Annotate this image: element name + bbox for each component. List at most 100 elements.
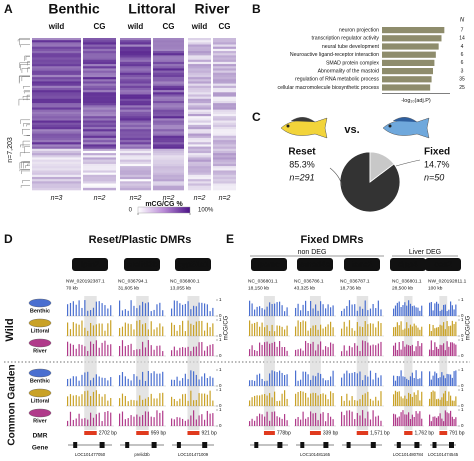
heatmap-row (83, 79, 116, 82)
heatmap-row (83, 124, 116, 128)
heatmap-row (83, 85, 116, 89)
heatmap-row (188, 122, 211, 126)
track-bar (348, 373, 351, 386)
track-bar (256, 321, 258, 336)
track-bar (372, 323, 374, 336)
scaffold-label: NC_036801.1 (392, 278, 422, 284)
track-bar (182, 378, 184, 386)
heatmap-row (153, 111, 184, 115)
track-bar (95, 414, 97, 426)
track-bar (419, 378, 421, 386)
track-bar (264, 394, 266, 406)
track-bar (417, 390, 419, 406)
exon (99, 442, 105, 448)
track-bar (150, 321, 152, 336)
track-bar (269, 343, 271, 356)
track-bar (179, 325, 181, 336)
heatmap-row (213, 159, 236, 163)
track-bar (406, 378, 408, 386)
heatmap-row (153, 94, 184, 97)
heatmap-row (120, 74, 151, 78)
track-bar (343, 345, 345, 356)
track-bar (144, 323, 147, 336)
track-bar (279, 417, 281, 426)
heatmap-row (213, 166, 236, 169)
vs-label: vs. (344, 124, 359, 136)
ecotype-label: Littoral (31, 398, 50, 404)
track-bar (92, 307, 95, 316)
column-label: wild (127, 22, 144, 31)
track-bar (144, 398, 147, 406)
track-bar (95, 340, 97, 356)
heatmap-row (188, 74, 211, 78)
row-label: Gene (32, 445, 49, 452)
track-bar (212, 377, 214, 386)
heatmap-row (120, 187, 151, 191)
track-bar (359, 371, 361, 386)
heatmap-row (83, 57, 116, 61)
heatmap-row (188, 90, 211, 93)
dmr-highlight (439, 296, 448, 430)
track-bar (315, 350, 317, 356)
track-bar (455, 304, 457, 316)
gene-label: LOC101480784 (393, 452, 424, 457)
track-bar (307, 330, 309, 336)
heatmap-row (213, 38, 236, 41)
heatmap-row (213, 42, 236, 45)
heatmap-row (120, 105, 151, 108)
track-bar (78, 413, 80, 426)
heatmap-row (83, 64, 116, 67)
track-bar (437, 327, 439, 336)
track-bar (69, 329, 72, 336)
gene-name: lpin2 (81, 260, 100, 269)
gene-box (425, 258, 461, 271)
dmr-bar (309, 431, 321, 435)
track-bar (302, 391, 304, 406)
position-label: 70 kb (66, 285, 78, 291)
track-bar (98, 393, 100, 406)
heatmap-row (32, 59, 81, 63)
track-bar (127, 418, 129, 426)
heatmap-row (188, 61, 211, 65)
track-bar (259, 373, 261, 386)
heatmap-row (188, 103, 211, 106)
track-bar (261, 378, 263, 386)
track-bar (269, 302, 271, 316)
track-bar (261, 308, 263, 316)
track-bar (307, 397, 309, 406)
heatmap-row (188, 81, 211, 84)
track-bar (451, 416, 453, 426)
track-bar (261, 414, 263, 426)
track-bar (90, 396, 92, 406)
heatmap-row (213, 72, 236, 76)
y-tick-label: 0 (219, 333, 222, 338)
heatmap-row (153, 131, 184, 134)
track-bar (444, 390, 446, 406)
track-bar (327, 412, 329, 426)
heatmap-row (83, 103, 116, 106)
track-bar (182, 347, 184, 356)
track-bar (450, 325, 452, 336)
track-bar (184, 373, 186, 386)
gene-name: smad4a (300, 260, 330, 269)
heatmap-row (153, 116, 184, 119)
panel-letter: A (4, 2, 13, 16)
track-bar (448, 346, 450, 356)
track-bar (119, 300, 121, 316)
gene-name: pomc (258, 260, 280, 269)
track-bar (317, 344, 319, 356)
track-bar (320, 341, 322, 356)
track-bar (136, 400, 138, 406)
track-bar (195, 321, 197, 336)
track-bar (375, 396, 377, 406)
track-bar (310, 393, 312, 406)
track-bar (421, 305, 423, 316)
heatmap-row (153, 122, 184, 126)
track-bar (193, 346, 195, 356)
heatmap-row (213, 87, 236, 91)
track-bar (332, 393, 334, 406)
track-bar (346, 410, 348, 426)
track-bar (341, 351, 343, 356)
heatmap-row (120, 38, 151, 41)
track-bar (150, 416, 152, 426)
